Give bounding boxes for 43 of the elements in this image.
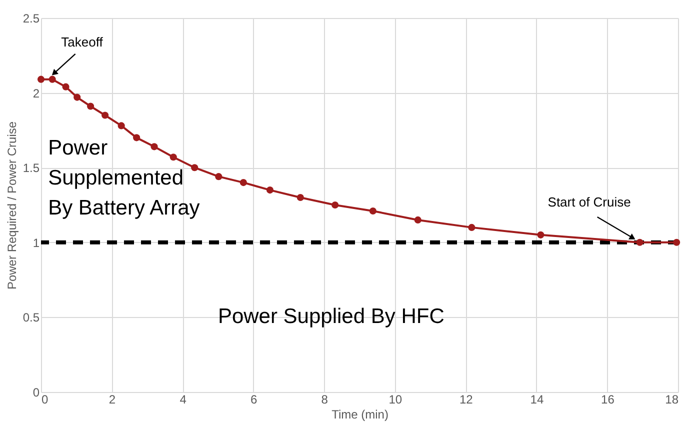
- x-tick-label: 2: [108, 392, 116, 406]
- annotation: Power Supplemented By Battery Array: [48, 136, 200, 220]
- point: [48, 76, 56, 83]
- x-tick-label: 4: [180, 392, 187, 406]
- x-tick-label: 12: [459, 392, 474, 406]
- annotation: Power Supplied By HFC: [218, 305, 444, 328]
- point: [240, 179, 247, 186]
- point: [636, 238, 644, 246]
- x-tick-label: 16: [601, 392, 615, 406]
- point: [118, 122, 125, 130]
- point: [266, 186, 274, 194]
- point: [62, 83, 70, 90]
- point: [369, 207, 376, 215]
- point: [170, 154, 177, 161]
- x-tick-label: 0: [42, 392, 48, 406]
- point: [468, 224, 476, 231]
- point: [215, 173, 222, 180]
- y-axis-title: Power Required / Power Cruise: [4, 121, 19, 290]
- y-tick-label: 2.5: [22, 12, 40, 26]
- x-axis-title: Time (min): [332, 408, 388, 422]
- point: [133, 134, 140, 142]
- x-tick-label: 10: [388, 392, 402, 406]
- y-tick-label: 0.5: [22, 310, 40, 325]
- y-tick-label: 1.5: [22, 161, 40, 176]
- y-tick-label: 2: [32, 86, 40, 100]
- x-tick-label: 18: [665, 392, 679, 406]
- annotation: Start of Cruise: [548, 194, 631, 210]
- point: [332, 201, 339, 209]
- x-tick-label: 6: [250, 392, 258, 406]
- point: [102, 112, 109, 119]
- point: [673, 238, 680, 246]
- point: [537, 231, 544, 238]
- point: [87, 102, 94, 110]
- y-tick-label: 1: [32, 236, 40, 250]
- point: [414, 216, 422, 224]
- point: [150, 143, 158, 150]
- annotation: Takeoff: [61, 34, 104, 50]
- point: [296, 194, 304, 202]
- point: [74, 94, 81, 101]
- point: [37, 76, 45, 83]
- point: [191, 164, 198, 172]
- x-tick-label: 8: [321, 392, 328, 406]
- x-tick-label: 14: [530, 392, 544, 406]
